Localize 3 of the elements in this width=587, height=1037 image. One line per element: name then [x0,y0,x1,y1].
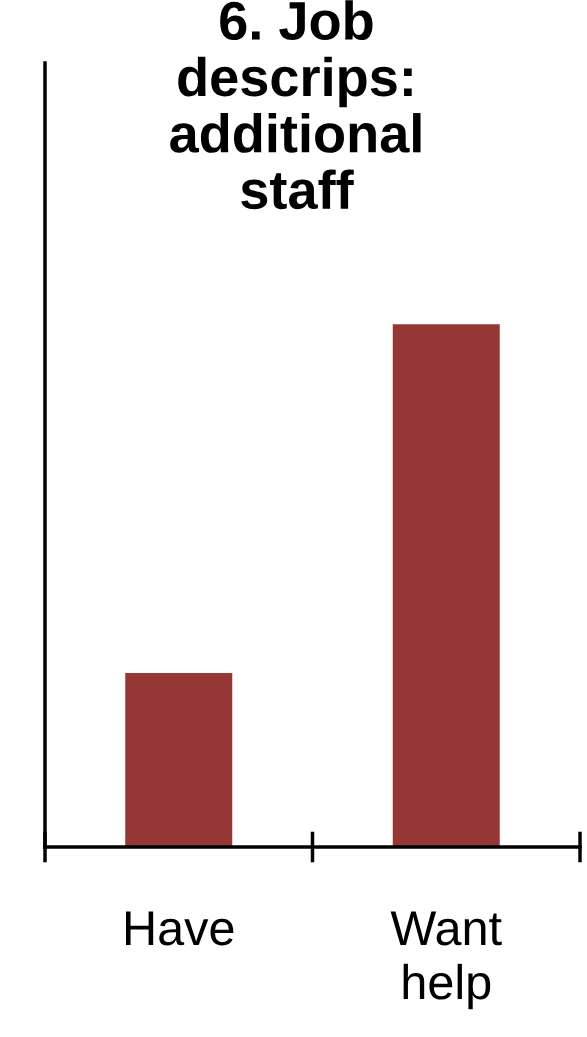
x-tick-label: Want help [390,911,502,1010]
chart-title: 6. Job descrips: additional staff [170,0,421,210]
x-tick-label: Have [126,911,234,946]
